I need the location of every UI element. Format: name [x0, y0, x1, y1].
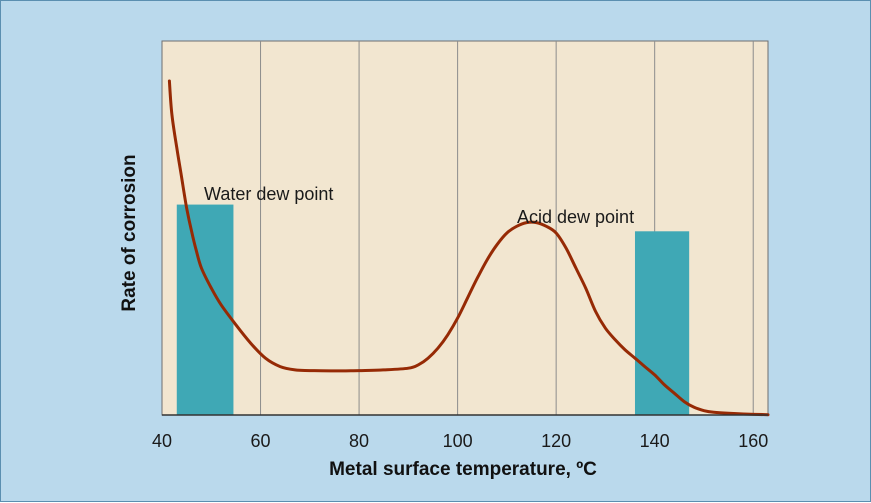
x-tick-labels: 40 60 80 100 120 140 160 [152, 431, 768, 451]
water-dew-point-label: Water dew point [204, 184, 333, 204]
acid-dew-point-label: Acid dew point [517, 207, 634, 227]
acid-dew-point-bar [634, 231, 690, 415]
x-tick-label-100: 100 [443, 431, 473, 451]
x-tick-label-120: 120 [541, 431, 571, 451]
x-tick-label-80: 80 [349, 431, 369, 451]
x-tick-label-40: 40 [152, 431, 172, 451]
y-axis-title: Rate of corrosion [119, 154, 140, 311]
x-axis-title: Metal surface temperature, ºC [329, 459, 597, 480]
x-tick-label-60: 60 [251, 431, 271, 451]
x-tick-label-160: 160 [738, 431, 768, 451]
x-tick-label-140: 140 [640, 431, 670, 451]
annotations: Water dew point Acid dew point [204, 184, 634, 227]
corrosion-curve [167, 79, 770, 417]
